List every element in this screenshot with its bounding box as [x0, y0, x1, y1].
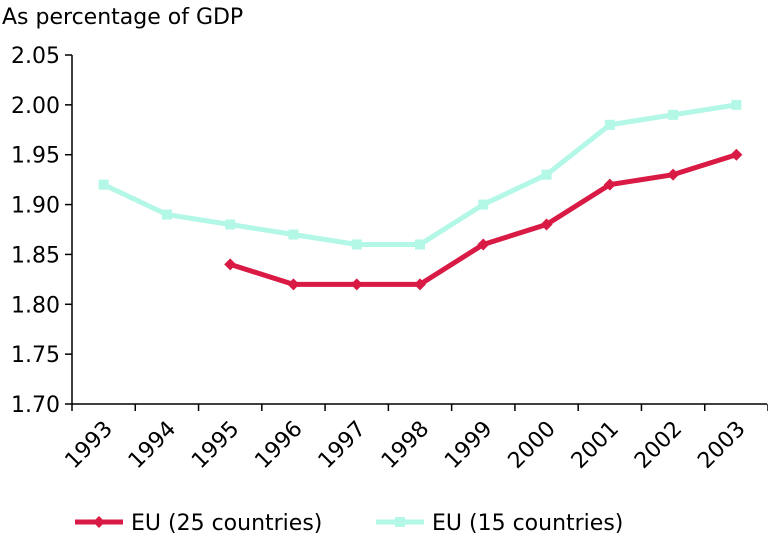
data-point: [668, 109, 679, 120]
data-point: [667, 168, 680, 181]
x-tick-label: 1993: [61, 417, 118, 474]
data-point: [225, 219, 236, 230]
y-tick-label: 1.95: [11, 144, 60, 169]
x-tick-label: 2003: [693, 417, 750, 474]
y-tick-label: 1.75: [11, 343, 60, 368]
legend: EU (25 countries) EU (15 countries): [75, 511, 623, 536]
y-tick-label: 2.05: [11, 44, 60, 69]
data-point: [414, 278, 426, 291]
x-tick-label: 1999: [440, 417, 497, 474]
legend-label: EU (15 countries): [432, 511, 623, 536]
data-point: [540, 218, 553, 231]
data-point: [478, 199, 489, 210]
x-axis: 1993 1994 1995 1996 1997 1998 1999 2000 2001 2002…: [61, 403, 768, 474]
data-point: [731, 99, 742, 110]
data-point: [604, 119, 615, 130]
x-tick-label: 1997: [314, 417, 371, 474]
legend-marker: [93, 516, 105, 528]
y-tick-label: 2.00: [11, 94, 60, 119]
data-point: [415, 239, 425, 250]
y-axis: 1.70 1.75 1.80 1.85 1.90 1.95 2.00 2.05: [11, 44, 73, 418]
x-tick-label: 1998: [377, 417, 434, 474]
data-point: [603, 178, 616, 191]
data-point: [161, 209, 172, 220]
x-tick-label: 2001: [567, 417, 624, 474]
y-axis-label: As percentage of GDP: [2, 5, 243, 30]
data-point: [351, 239, 362, 250]
legend-label: EU (25 countries): [131, 511, 322, 536]
x-tick-label: 1995: [187, 417, 244, 474]
data-point: [350, 278, 363, 291]
x-tick-label: 1994: [124, 417, 181, 474]
legend-marker: [395, 517, 405, 527]
y-tick-label: 1.80: [11, 293, 60, 318]
data-point: [477, 238, 490, 251]
y-tick-label: 1.90: [11, 194, 60, 219]
data-point: [287, 278, 300, 291]
x-tick-label: 2002: [630, 417, 687, 474]
data-point: [288, 229, 299, 240]
data-point: [730, 148, 743, 161]
y-tick-label: 1.85: [11, 243, 60, 268]
data-point: [98, 179, 109, 190]
series-group: [98, 99, 743, 291]
x-tick-label: 2000: [504, 417, 561, 474]
series-line: [102, 102, 737, 247]
data-point: [541, 169, 552, 180]
x-tick-label: 1996: [250, 417, 307, 474]
data-point: [224, 258, 237, 271]
y-tick-label: 1.70: [11, 393, 60, 418]
series-line: [229, 152, 738, 287]
